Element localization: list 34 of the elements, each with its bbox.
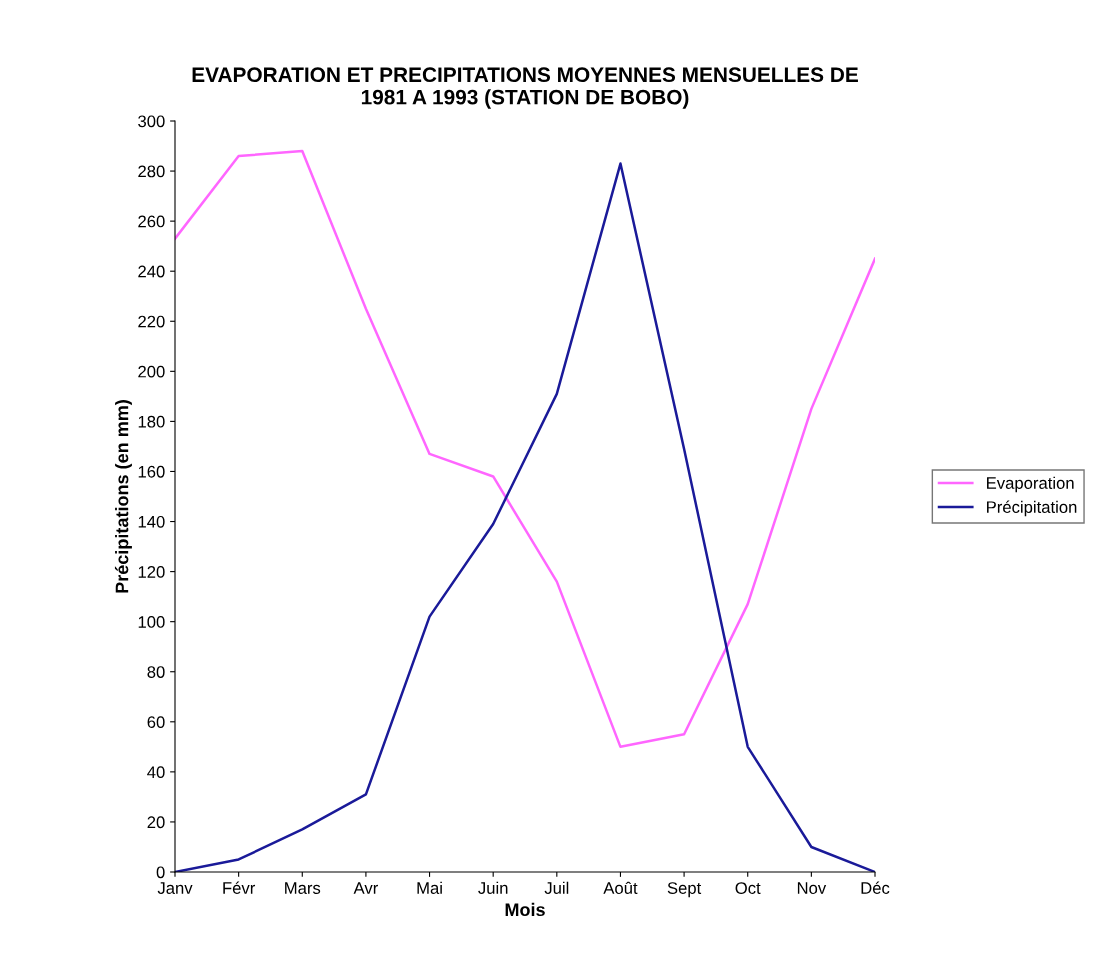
x-tick-label: Nov: [797, 882, 827, 894]
y-tick-label: 140: [138, 515, 165, 528]
legend-label: Evaporation: [987, 476, 1074, 493]
y-tick-label: 80: [147, 666, 165, 678]
x-tick-label: Févr: [223, 881, 256, 894]
y-tick-label: 120: [138, 566, 165, 578]
y-tick-label: 300: [138, 115, 165, 128]
y-tick-label: 160: [138, 465, 165, 478]
x-axis-title: Mois: [505, 902, 545, 917]
x-tick-label: Sept: [667, 882, 702, 898]
y-tick-label: 0: [156, 866, 165, 879]
y-tick-label: 200: [138, 365, 165, 378]
y-tick-label: 280: [138, 165, 165, 178]
y-axis-title: Précipitations (en mm): [114, 400, 132, 593]
line-series: [175, 149, 875, 749]
y-tick-label: 100: [138, 616, 165, 628]
x-tick-label: Janv: [157, 882, 193, 894]
x-tick-label: Oct: [735, 882, 761, 894]
chart-title: EVAPORATION ET PRECIPITATIONS MOYENNES MENSUELLES DE 1981 A 1993 (STATION DE BOBO): [192, 67, 858, 109]
y-tick-label: 220: [138, 315, 165, 328]
x-tick-label: Mai: [417, 881, 442, 894]
y-tick-label: 260: [138, 215, 165, 228]
y-tick-label: 60: [147, 716, 165, 728]
x-tick-label: Avr: [353, 882, 378, 894]
x-tick-label: Déc: [861, 881, 890, 894]
y-tick-label: 240: [138, 265, 165, 278]
x-tick-label: Juin: [478, 881, 508, 894]
x-tick-label: Mars: [285, 882, 321, 894]
x-tick-label: Août: [603, 881, 638, 894]
y-tick-label: 180: [138, 415, 165, 428]
legend-label: Précipitation: [987, 500, 1077, 517]
y-tick-label: 40: [147, 766, 165, 779]
x-tick-label: Juil: [544, 881, 569, 894]
y-tick-label: 20: [147, 816, 165, 829]
